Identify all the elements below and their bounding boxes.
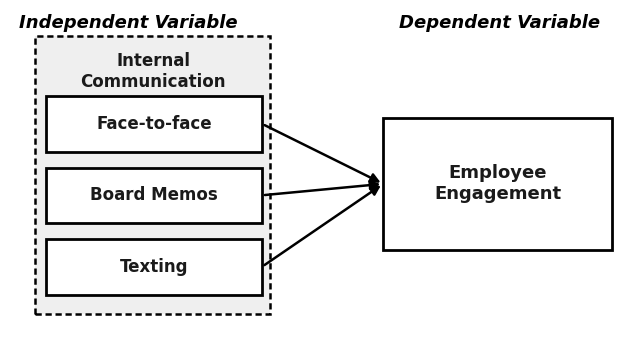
Bar — [46, 168, 262, 223]
Text: Texting: Texting — [120, 258, 189, 276]
Text: UEDUFY: UEDUFY — [430, 131, 543, 155]
Text: Board Memos: Board Memos — [90, 186, 218, 205]
Bar — [35, 36, 270, 314]
Bar — [46, 96, 262, 152]
Bar — [35, 36, 270, 314]
Text: Independent Variable: Independent Variable — [19, 14, 238, 32]
Bar — [383, 118, 612, 250]
Bar — [46, 239, 262, 295]
Text: Employee
Engagement: Employee Engagement — [434, 165, 561, 203]
Text: Internal
Communication: Internal Communication — [80, 52, 226, 91]
Text: Face-to-face: Face-to-face — [97, 115, 212, 133]
Text: Dependent Variable: Dependent Variable — [399, 14, 600, 32]
